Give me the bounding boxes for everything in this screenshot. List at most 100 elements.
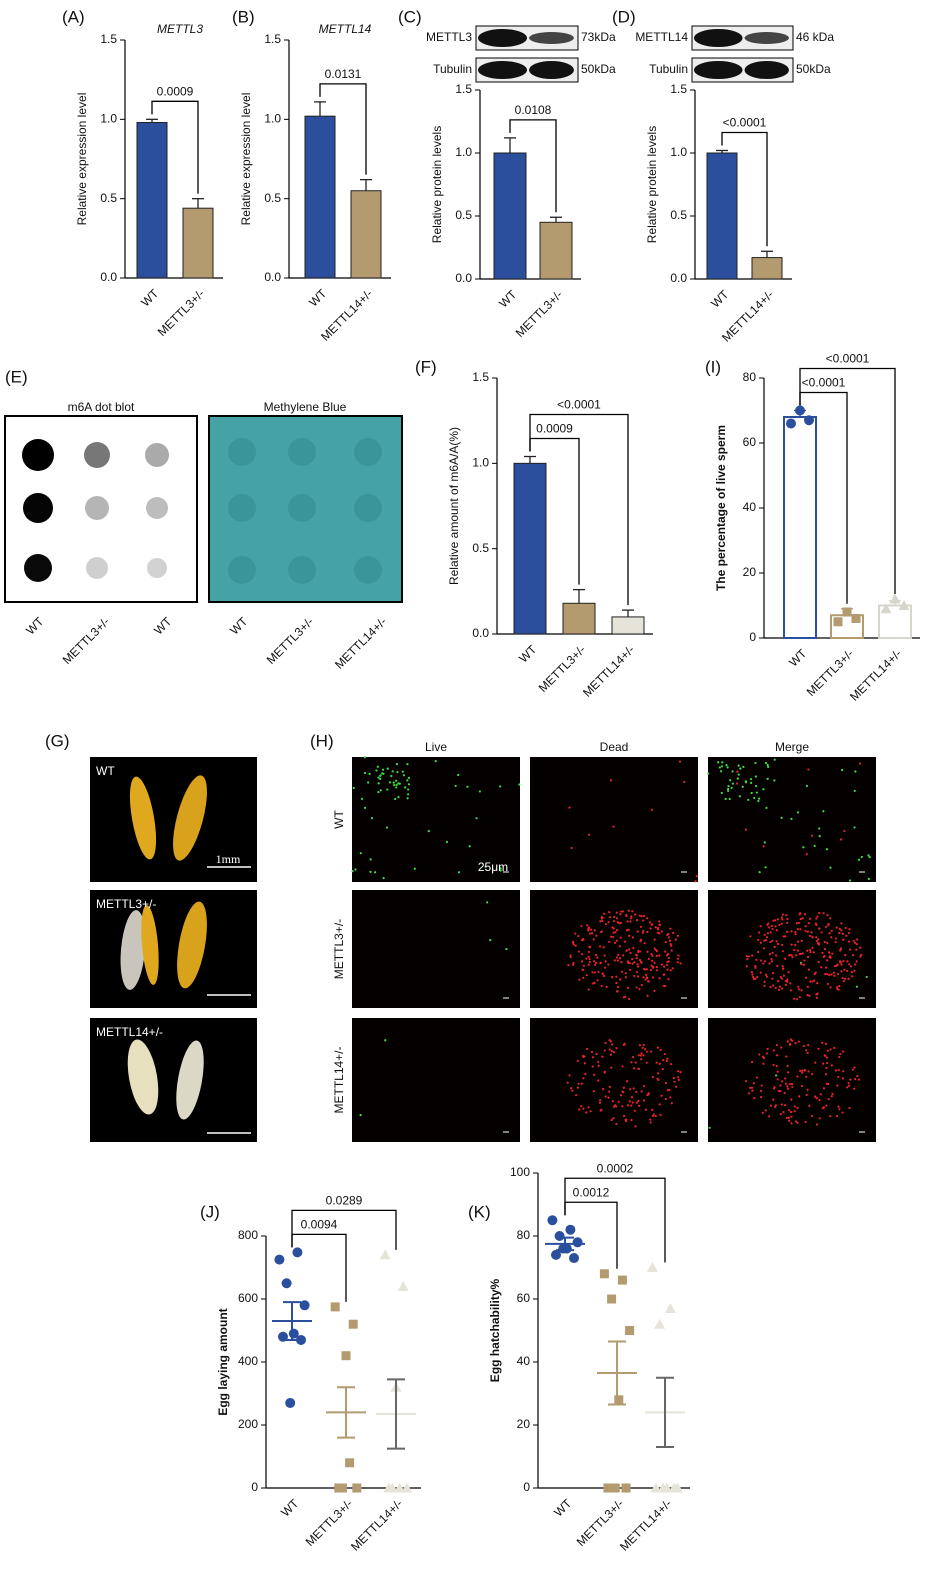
cell [825, 1056, 829, 1059]
cell [656, 1072, 660, 1075]
cell [580, 1082, 584, 1085]
cell [386, 826, 389, 829]
cell [762, 947, 766, 950]
cell [790, 1110, 793, 1114]
cell [655, 954, 658, 957]
cell [763, 841, 766, 844]
cell [833, 964, 837, 968]
cell [678, 760, 682, 763]
cell [840, 963, 843, 966]
cell [825, 1066, 828, 1070]
cell [615, 990, 619, 993]
cell [683, 780, 686, 784]
cell [386, 788, 389, 791]
cell [751, 1089, 754, 1092]
y-tick-label: 0.0 [100, 270, 117, 284]
cell [631, 910, 634, 913]
cell [826, 914, 829, 917]
cell [650, 964, 653, 967]
y-tick-label: 40 [743, 500, 757, 514]
cell [397, 796, 400, 799]
cell [760, 1084, 763, 1087]
cell [796, 811, 800, 814]
cell [369, 870, 372, 873]
cell [627, 961, 630, 964]
cell [413, 867, 416, 870]
cell [855, 948, 858, 951]
cell [785, 1116, 788, 1120]
cell [841, 768, 844, 772]
cell [784, 1082, 788, 1085]
cell [753, 796, 756, 800]
cell [776, 942, 780, 946]
cell [831, 952, 834, 955]
cell [772, 984, 775, 987]
cell [766, 923, 769, 926]
point [345, 1458, 355, 1468]
cell [781, 1080, 784, 1083]
y-tick-label: 100 [510, 1165, 530, 1179]
cell [646, 950, 649, 953]
cell [630, 1061, 633, 1064]
cell [754, 965, 757, 968]
cell [595, 934, 598, 937]
cell [587, 1106, 590, 1109]
comparison-bracket [509, 119, 557, 213]
cell [611, 1100, 614, 1103]
cell [764, 866, 767, 869]
cell [806, 994, 809, 997]
cell [639, 1054, 642, 1057]
cell [838, 984, 841, 988]
cell [505, 948, 508, 951]
cell [608, 911, 611, 914]
cell [809, 951, 812, 954]
cell [775, 1054, 779, 1057]
cell [781, 965, 784, 968]
cell [454, 784, 457, 788]
cell [822, 1106, 825, 1109]
comparison-label: 0.0108 [515, 103, 552, 117]
cell [489, 939, 492, 942]
cell [764, 1109, 767, 1112]
cell [569, 1087, 573, 1090]
cell [720, 791, 723, 795]
cell [846, 969, 849, 973]
cell [753, 1096, 756, 1100]
cell [621, 1105, 624, 1108]
dot [228, 556, 256, 584]
cell [841, 976, 844, 980]
cell [608, 940, 611, 944]
cell [629, 951, 632, 954]
cell [642, 914, 646, 918]
cell [759, 971, 762, 974]
cell [651, 976, 655, 979]
x-tick-label: METTL3+/- [303, 1496, 356, 1549]
cell [806, 1088, 809, 1091]
cell [766, 1047, 769, 1051]
cell [607, 921, 610, 924]
cell [776, 1070, 779, 1073]
cell [607, 963, 610, 966]
cell [394, 797, 397, 801]
cell [788, 1043, 792, 1047]
cell [395, 786, 398, 789]
x-tick-label: WT [496, 287, 520, 311]
cell [637, 1099, 640, 1102]
cell [730, 786, 733, 789]
cell [782, 974, 786, 977]
gonad [141, 905, 159, 985]
y-tick-label: 1.0 [455, 145, 472, 159]
dot [22, 439, 54, 471]
point [898, 600, 910, 610]
cell [755, 791, 758, 794]
comparison-bracket [151, 100, 199, 194]
cell [823, 955, 826, 958]
cell [838, 927, 841, 931]
cell [803, 959, 806, 962]
cell [595, 1052, 598, 1056]
cell [836, 1084, 839, 1087]
cell [610, 1066, 613, 1069]
cell [782, 935, 785, 938]
cell [602, 946, 605, 949]
cell [597, 1079, 600, 1082]
